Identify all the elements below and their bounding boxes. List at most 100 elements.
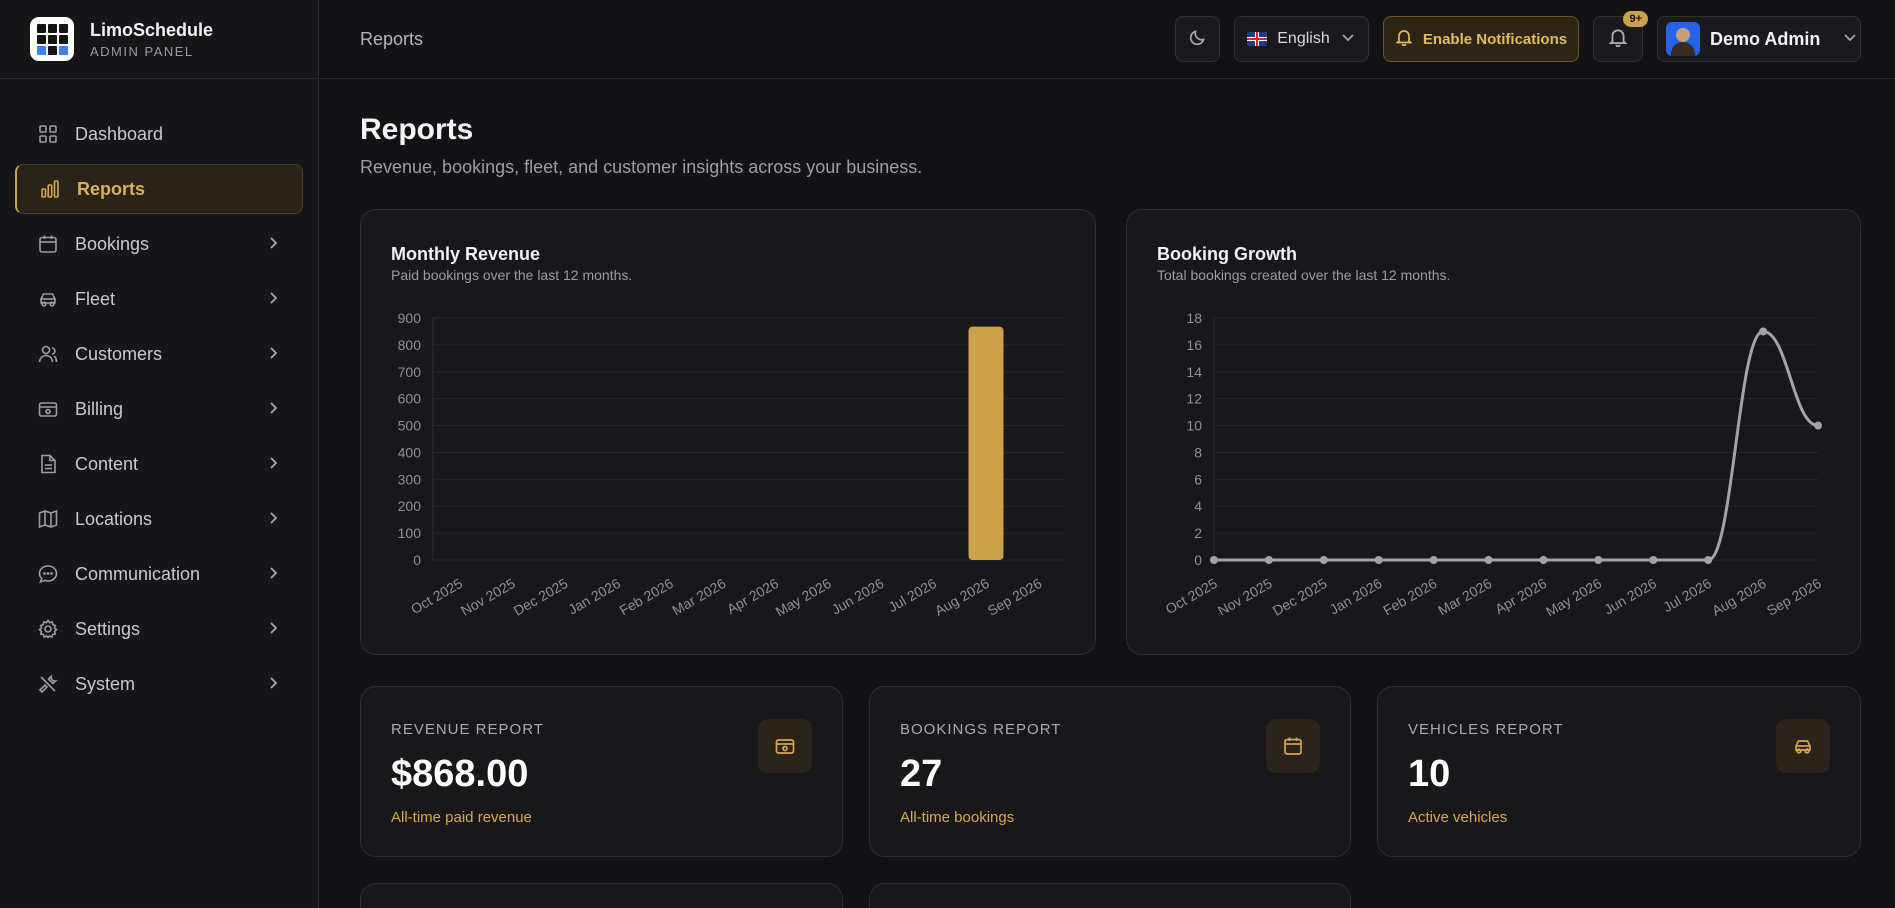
sidebar-item-reports[interactable]: Reports xyxy=(15,164,303,214)
car-icon xyxy=(37,288,59,310)
y-tick-label: 600 xyxy=(398,391,422,407)
brand[interactable]: LimoSchedule ADMIN PANEL xyxy=(0,0,318,79)
enable-notifications-button[interactable]: Enable Notifications xyxy=(1383,16,1579,62)
sidebar-item-settings[interactable]: Settings xyxy=(15,604,303,654)
user-menu-button[interactable]: Demo Admin xyxy=(1657,16,1861,62)
sidebar-item-system[interactable]: System xyxy=(15,659,303,709)
enable-notifications-label: Enable Notifications xyxy=(1422,30,1568,48)
sidebar-item-communication[interactable]: Communication xyxy=(15,549,303,599)
x-tick-label: Sep 2026 xyxy=(1764,575,1824,619)
calendar-icon xyxy=(1266,719,1320,773)
notification-count-badge: 9+ xyxy=(1623,11,1648,27)
y-tick-label: 4 xyxy=(1194,498,1202,514)
x-tick-label: Feb 2026 xyxy=(617,575,676,619)
y-tick-label: 400 xyxy=(398,444,422,460)
sidebar-item-locations[interactable]: Locations xyxy=(15,494,303,544)
y-tick-label: 300 xyxy=(398,471,422,487)
notifications-button[interactable]: 9+ xyxy=(1593,11,1648,62)
report-card-partial[interactable] xyxy=(360,883,843,908)
theme-toggle-button[interactable] xyxy=(1175,16,1220,62)
stat-note: Active vehicles xyxy=(1408,809,1508,826)
bookings-report-card[interactable]: BOOKINGS REPORT 27 All-time bookings xyxy=(869,686,1351,857)
sidebar-item-customers[interactable]: Customers xyxy=(15,329,303,379)
x-tick-label: May 2026 xyxy=(773,575,834,620)
page-subtitle: Revenue, bookings, fleet, and customer i… xyxy=(360,157,923,177)
data-point-dec-2025 xyxy=(1319,556,1328,564)
sidebar-item-bookings[interactable]: Bookings xyxy=(15,219,303,269)
sidebar-item-billing[interactable]: Billing xyxy=(15,384,303,434)
data-point-sep-2026 xyxy=(1814,421,1822,430)
y-tick-label: 900 xyxy=(398,310,422,326)
stat-value: 10 xyxy=(1408,753,1451,795)
chart-subtitle: Paid bookings over the last 12 months. xyxy=(391,267,633,283)
y-tick-label: 700 xyxy=(398,364,422,380)
sidebar-item-content[interactable]: Content xyxy=(15,439,303,489)
sidebar-nav: Dashboard Reports Bookings Fleet Custome… xyxy=(0,79,318,709)
x-tick-label: Dec 2025 xyxy=(511,575,571,619)
page-title: Reports xyxy=(360,113,474,146)
stat-label: REVENUE REPORT xyxy=(391,721,544,738)
series-line xyxy=(1214,329,1819,562)
language-select[interactable]: English xyxy=(1234,16,1369,62)
sidebar-item-label: Locations xyxy=(75,508,153,529)
top-actions: English Enable Notifications 9+ Demo Adm… xyxy=(1175,11,1861,62)
data-point-mar-2026 xyxy=(1484,556,1493,564)
monthly-revenue-card: Monthly Revenue Paid bookings over the l… xyxy=(360,209,1096,655)
x-tick-label: Jun 2026 xyxy=(829,575,887,618)
chart-subtitle: Total bookings created over the last 12 … xyxy=(1157,267,1451,283)
x-tick-label: Dec 2025 xyxy=(1270,575,1330,619)
chevron-right-icon xyxy=(265,290,281,306)
data-point-oct-2025 xyxy=(1210,556,1218,564)
moon-icon xyxy=(1188,27,1208,52)
x-tick-label: Nov 2025 xyxy=(458,575,518,619)
y-tick-label: 0 xyxy=(413,552,421,568)
y-tick-label: 500 xyxy=(398,418,422,434)
x-tick-label: Aug 2026 xyxy=(932,575,992,619)
y-tick-label: 12 xyxy=(1186,391,1202,407)
report-card-partial[interactable] xyxy=(869,883,1351,908)
stat-value: $868.00 xyxy=(391,753,529,795)
y-tick-label: 100 xyxy=(398,525,422,541)
data-point-may-2026 xyxy=(1594,556,1603,564)
chevron-right-icon xyxy=(265,620,281,636)
chevron-right-icon xyxy=(265,400,281,416)
y-tick-label: 6 xyxy=(1194,471,1202,487)
bar-chart-icon xyxy=(39,178,61,200)
x-tick-label: Jan 2026 xyxy=(565,575,623,618)
breadcrumb: Reports xyxy=(360,28,424,49)
x-tick-label: Apr 2026 xyxy=(724,575,781,617)
stat-note: All-time paid revenue xyxy=(391,809,532,826)
bell-icon xyxy=(1608,27,1628,52)
x-tick-label: May 2026 xyxy=(1543,575,1604,620)
bar-aug-2026 xyxy=(968,326,1004,560)
data-point-feb-2026 xyxy=(1429,556,1438,564)
x-tick-label: Nov 2025 xyxy=(1215,575,1275,619)
sidebar-item-dashboard[interactable]: Dashboard xyxy=(15,109,303,159)
y-tick-label: 10 xyxy=(1186,418,1202,434)
y-tick-label: 2 xyxy=(1194,525,1202,541)
sidebar-item-fleet[interactable]: Fleet xyxy=(15,274,303,324)
x-tick-label: Mar 2026 xyxy=(1435,575,1494,619)
revenue-report-card[interactable]: REVENUE REPORT $868.00 All-time paid rev… xyxy=(360,686,843,857)
stat-label: VEHICLES REPORT xyxy=(1408,721,1564,738)
y-tick-label: 16 xyxy=(1186,337,1202,353)
y-tick-label: 14 xyxy=(1186,364,1202,380)
sidebar-item-label: Communication xyxy=(75,563,201,584)
chat-icon xyxy=(37,563,59,585)
car-icon xyxy=(1776,719,1830,773)
data-point-jan-2026 xyxy=(1374,556,1383,564)
map-icon xyxy=(37,508,59,530)
wallet-icon xyxy=(37,398,59,420)
data-point-apr-2026 xyxy=(1539,556,1548,564)
chevron-right-icon xyxy=(265,235,281,251)
monthly-revenue-chart: 0 100 200 300 400 500 600 700 800 900 Oct 2025Nov … xyxy=(398,310,1065,620)
top-bar: Reports English Enable Notifications 9+ … xyxy=(320,0,1895,79)
chevron-right-icon xyxy=(265,345,281,361)
x-tick-label: Oct 2025 xyxy=(1163,575,1220,617)
uk-flag-icon xyxy=(1247,32,1268,46)
vehicles-report-card[interactable]: VEHICLES REPORT 10 Active vehicles xyxy=(1377,686,1861,857)
x-tick-label: Aug 2026 xyxy=(1709,575,1769,619)
main-content: Reports Revenue, bookings, fleet, and cu… xyxy=(360,79,1861,178)
calendar-icon xyxy=(37,233,59,255)
chevron-right-icon xyxy=(265,565,281,581)
